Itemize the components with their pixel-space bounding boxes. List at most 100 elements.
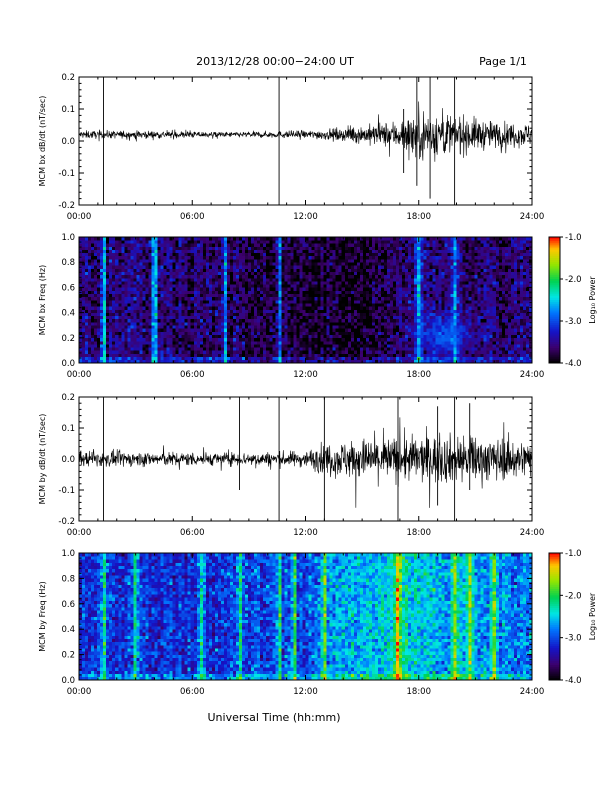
spectrogram-cell: [290, 240, 294, 244]
spectrogram-cell: [323, 328, 327, 332]
spectrogram-cell: [211, 347, 216, 351]
spectrogram-cell: [414, 350, 418, 354]
spectrogram-cell: [82, 255, 86, 260]
spectrogram-cell: [350, 353, 355, 357]
spectrogram-cell: [163, 359, 167, 364]
spectrogram-cell: [190, 293, 195, 298]
spectrogram-cell: [160, 344, 164, 348]
spectrogram-cell: [444, 334, 448, 339]
spectrogram-cell: [299, 268, 303, 272]
spectrogram-cell: [444, 306, 448, 310]
spectrogram-cell: [79, 322, 83, 326]
spectrogram-cell: [281, 287, 285, 291]
spectrogram-cell: [356, 249, 361, 254]
spectrogram-cell: [287, 340, 291, 345]
spectrogram-cell: [423, 344, 427, 348]
spectrogram-cell: [432, 274, 436, 279]
spectrogram-cell: [429, 271, 433, 276]
spectrogram-cell: [145, 246, 149, 250]
spectrogram-cell: [148, 287, 152, 291]
spectrogram-cell: [166, 246, 170, 250]
spectrogram-cell: [133, 284, 137, 288]
spectrogram-cell: [263, 274, 267, 279]
spectrogram-cell: [296, 306, 300, 310]
spectrogram-cell: [350, 312, 355, 317]
spectrogram-cell: [223, 265, 228, 269]
spectrogram-cell: [254, 296, 258, 301]
spectrogram-cell: [405, 350, 409, 354]
spectrogram-cell: [124, 290, 128, 294]
spectrogram-cell: [344, 259, 349, 263]
spectrogram-cell: [284, 350, 288, 354]
spectrogram-cell: [233, 318, 237, 323]
spectrogram-cell: [435, 246, 439, 250]
spectrogram-cell: [142, 350, 146, 354]
spectrogram-cell: [242, 277, 246, 282]
spectrogram-cell: [266, 315, 270, 320]
spectrogram-cell: [236, 306, 240, 310]
spectrogram-cell: [347, 312, 352, 317]
spectrogram-cell: [196, 240, 201, 244]
spectrogram-cell: [414, 259, 418, 263]
y-tick-label: 0.0: [61, 137, 75, 147]
spectrogram-cell: [230, 287, 234, 291]
spectrogram-cell: [311, 274, 315, 279]
spectrogram-cell: [281, 322, 285, 326]
spectrogram-cell: [205, 328, 210, 332]
spectrogram-cell: [396, 344, 400, 348]
spectrogram-cell: [181, 262, 185, 266]
spectrogram-cell: [317, 274, 321, 279]
spectrogram-cell: [305, 331, 309, 335]
spectrogram-cell: [320, 347, 324, 351]
spectrogram-cell: [426, 337, 430, 342]
spectrogram-cell: [208, 353, 213, 357]
spectrogram-cell: [338, 281, 343, 285]
spectrogram-cell: [121, 277, 125, 282]
spectrogram-cell: [317, 347, 321, 351]
spectrogram-cell: [236, 300, 240, 304]
spectrogram-cell: [79, 274, 83, 279]
spectrogram-cell: [190, 296, 195, 301]
spectrogram-cell: [263, 334, 267, 339]
spectrogram-cell: [103, 259, 107, 263]
spectrogram-cell: [390, 281, 394, 285]
spectrogram-cell: [160, 325, 164, 329]
spectrogram-cell: [411, 255, 415, 260]
spectrogram-cell: [338, 347, 343, 351]
spectrogram-cell: [329, 268, 333, 272]
spectrogram-cell: [356, 309, 361, 313]
spectrogram-cell: [326, 315, 330, 320]
spectrogram-cell: [97, 265, 101, 269]
spectrogram-cell: [118, 243, 122, 247]
spectrogram-cell: [399, 268, 403, 272]
spectrogram-cell: [353, 344, 358, 348]
spectrogram-cell: [365, 255, 370, 260]
spectrogram-cell: [127, 359, 131, 364]
spectrogram-cell: [205, 350, 210, 354]
spectrogram-cell: [444, 290, 448, 294]
spectrogram-cell: [160, 334, 164, 339]
spectrogram-cell: [393, 268, 397, 272]
spectrogram-cell: [82, 249, 86, 254]
spectrogram-cell: [226, 249, 231, 254]
spectrogram-cell: [341, 331, 346, 335]
spectrogram-cell: [175, 315, 179, 320]
spectrogram-cell: [257, 240, 261, 244]
spectrogram-cell: [115, 340, 119, 345]
spectrogram-cell: [145, 303, 149, 307]
spectrogram-cell: [377, 353, 382, 357]
spectrogram-cell: [97, 262, 101, 266]
spectrogram-cell: [217, 252, 222, 257]
spectrogram-cell: [94, 262, 98, 266]
spectrogram-cell: [414, 240, 418, 244]
spectrogram-cell: [438, 337, 442, 342]
spectrogram-cell: [269, 265, 273, 269]
spectrogram-cell: [154, 318, 158, 323]
spectrogram-cell: [423, 262, 427, 266]
spectrogram-cell: [202, 322, 207, 326]
spectrogram-cell: [299, 274, 303, 279]
spectrogram-cell: [335, 243, 340, 247]
spectrogram-cell: [263, 237, 267, 241]
spectrogram-cell: [402, 293, 406, 298]
spectrogram-cell: [233, 252, 237, 257]
